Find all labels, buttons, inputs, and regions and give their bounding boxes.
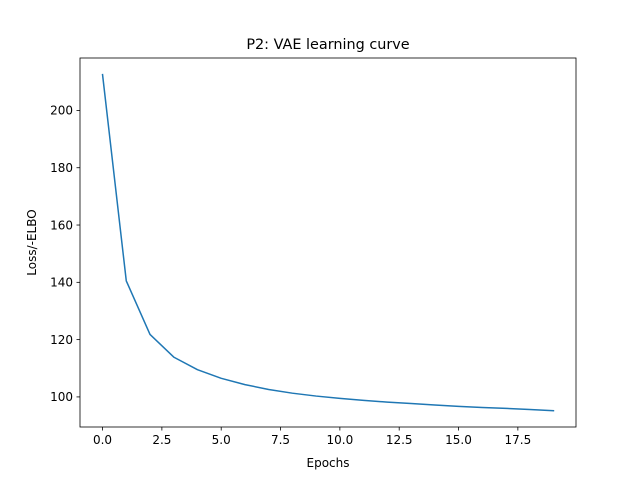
x-tick-label: 5.0 — [212, 433, 231, 447]
y-tick-label: 160 — [50, 218, 73, 232]
x-axis-label: Epochs — [307, 456, 350, 470]
chart-title: P2: VAE learning curve — [246, 37, 409, 53]
y-tick-label: 120 — [50, 333, 73, 347]
x-tick-label: 0.0 — [93, 433, 112, 447]
x-tick-label: 17.5 — [504, 433, 531, 447]
x-tick-label: 7.5 — [271, 433, 290, 447]
y-tick-label: 100 — [50, 390, 73, 404]
y-tick-label: 180 — [50, 161, 73, 175]
x-tick-label: 10.0 — [327, 433, 354, 447]
plot-series — [101, 73, 555, 412]
series-line — [101, 73, 555, 412]
x-tick-label: 2.5 — [152, 433, 171, 447]
axes-frame — [79, 57, 577, 428]
x-tick-label: 15.0 — [445, 433, 472, 447]
y-axis-label: Loss/-ELBO — [25, 209, 39, 275]
x-tick-label: 12.5 — [386, 433, 413, 447]
y-tick-label: 140 — [50, 276, 73, 290]
y-tick-label: 200 — [50, 104, 73, 118]
axis-ticks: 0.0 2.5 5.0 7.5 10.0 12.5 15.0 17.5 100 120 140 160… — [50, 104, 531, 447]
